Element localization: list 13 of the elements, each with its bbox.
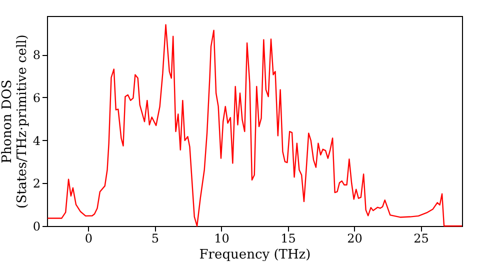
x-tick-label: 25 xyxy=(414,232,429,246)
y-tick-label: 6 xyxy=(32,90,40,105)
y-tick-label: 8 xyxy=(32,48,40,62)
x-tick-label: 15 xyxy=(280,232,296,246)
x-tick-label: 5 xyxy=(151,232,160,246)
x-tick-label: 10 xyxy=(214,232,230,246)
y-tick-label: 0 xyxy=(32,220,40,234)
x-tick-label: 20 xyxy=(347,232,362,246)
y-tick-label: 2 xyxy=(32,176,40,191)
y-tick-label: 4 xyxy=(32,134,41,148)
y-axis-title: Phonon DOS (States/THz·primitive cell) xyxy=(0,34,30,209)
line-series xyxy=(47,24,463,227)
x-tick-label: 0 xyxy=(84,232,93,246)
